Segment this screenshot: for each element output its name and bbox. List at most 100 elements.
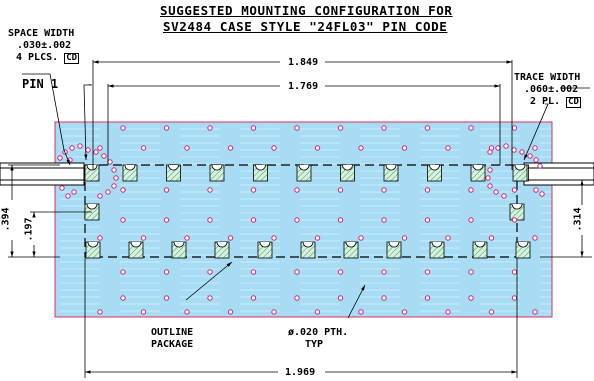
pad-cutout bbox=[255, 164, 266, 171]
via-hole bbox=[294, 187, 300, 193]
via-hole bbox=[207, 125, 213, 131]
pad-cutout bbox=[87, 241, 99, 248]
via-hole bbox=[337, 187, 344, 193]
via-hole bbox=[250, 217, 257, 223]
via-hole bbox=[337, 125, 344, 131]
pad-cutout bbox=[385, 164, 397, 171]
via-hole bbox=[163, 295, 170, 301]
trace-width-title: TRACE WIDTH bbox=[514, 72, 581, 83]
outline-label-line-1: OUTLINE bbox=[151, 327, 194, 338]
trace-left bbox=[0, 162, 85, 186]
trace-width-count: 2 PL. CD bbox=[530, 96, 581, 108]
via-hole bbox=[424, 269, 431, 275]
via-hole bbox=[445, 309, 451, 315]
via-hole bbox=[337, 217, 344, 223]
pad-cutout bbox=[474, 241, 486, 248]
dimension-pin-span: 1.769 bbox=[288, 81, 319, 92]
pad-cutout bbox=[259, 241, 271, 248]
via-hole bbox=[337, 295, 344, 301]
outline-label-line-2: PACKAGE bbox=[151, 339, 194, 350]
via-hole bbox=[532, 235, 538, 241]
via-hole bbox=[539, 191, 545, 197]
via-hole bbox=[97, 145, 103, 151]
dimension-height-right: .314 bbox=[572, 207, 584, 232]
via-hole bbox=[487, 167, 493, 173]
via-hole bbox=[207, 187, 213, 193]
via-hole bbox=[227, 145, 234, 151]
via-hole bbox=[207, 269, 213, 275]
dimension-height-left-outer: .394 bbox=[0, 207, 12, 232]
via-hole bbox=[445, 235, 451, 241]
via-hole bbox=[120, 269, 126, 275]
trace-width-value: .060±.002 bbox=[524, 84, 579, 95]
via-hole bbox=[337, 269, 344, 275]
vias-layer bbox=[57, 125, 545, 315]
via-hole bbox=[271, 309, 277, 315]
via-hole bbox=[401, 309, 408, 315]
via-hole bbox=[381, 269, 387, 275]
via-hole bbox=[184, 235, 190, 241]
via-hole bbox=[381, 187, 387, 193]
dimension-overall-bottom: 1.969 bbox=[285, 367, 316, 378]
via-hole bbox=[294, 295, 300, 301]
via-hole bbox=[59, 185, 65, 191]
via-hole bbox=[101, 153, 107, 159]
via-hole bbox=[424, 125, 431, 131]
via-hole bbox=[424, 217, 431, 223]
pad-cutout bbox=[388, 241, 400, 248]
via-hole bbox=[511, 147, 517, 153]
via-hole bbox=[468, 295, 474, 301]
via-hole bbox=[511, 125, 518, 131]
via-hole bbox=[381, 217, 387, 223]
space-width-value: .030±.002 bbox=[17, 40, 72, 51]
via-hole bbox=[533, 187, 539, 193]
via-hole bbox=[533, 157, 539, 163]
via-hole bbox=[294, 269, 300, 275]
space-width-count-text: 4 PLCS. bbox=[16, 52, 59, 63]
pcb-board bbox=[54, 121, 553, 318]
via-hole bbox=[97, 193, 103, 199]
pad-cutout bbox=[211, 164, 223, 171]
via-hole bbox=[111, 183, 117, 189]
dimension-overall-top: 1.849 bbox=[288, 57, 319, 68]
dimension-height-left-inner: .197 bbox=[23, 217, 35, 242]
pth-label-line-2: TYP bbox=[305, 339, 324, 350]
via-hole bbox=[93, 149, 99, 155]
via-hole bbox=[250, 187, 257, 193]
via-hole bbox=[271, 145, 277, 151]
via-hole bbox=[532, 145, 538, 151]
via-hole bbox=[85, 147, 91, 153]
pad-cutout bbox=[298, 164, 310, 171]
via-hole bbox=[485, 175, 491, 181]
pad-cutout bbox=[472, 164, 484, 171]
via-hole bbox=[314, 309, 321, 315]
pad-cutout bbox=[86, 203, 98, 210]
via-hole bbox=[381, 295, 387, 301]
via-hole bbox=[111, 167, 117, 173]
via-hole bbox=[140, 235, 147, 241]
via-hole bbox=[424, 187, 431, 193]
space-width-count: 4 PLCS. CD bbox=[16, 52, 80, 64]
via-hole bbox=[250, 269, 257, 275]
via-hole bbox=[358, 235, 364, 241]
pth-label-line-1: ø.020 PTH. bbox=[288, 327, 349, 338]
pad-cutout bbox=[342, 164, 353, 171]
via-hole bbox=[140, 309, 147, 315]
via-hole bbox=[140, 145, 147, 151]
pad-cutout bbox=[345, 241, 357, 248]
trace-width-count-text: 2 PL. bbox=[530, 96, 561, 107]
via-hole bbox=[65, 193, 71, 199]
via-hole bbox=[468, 269, 474, 275]
via-hole bbox=[519, 149, 525, 155]
trace-width-tag: CD bbox=[566, 97, 581, 108]
via-hole bbox=[511, 295, 518, 301]
via-hole bbox=[57, 155, 63, 161]
via-hole bbox=[71, 189, 77, 195]
via-hole bbox=[532, 309, 538, 315]
via-hole bbox=[120, 125, 126, 131]
title-line-1: SUGGESTED MOUNTING CONFIGURATION FOR bbox=[160, 3, 453, 18]
via-hole bbox=[184, 145, 190, 151]
pad-cutout bbox=[173, 241, 185, 248]
via-hole bbox=[511, 217, 518, 223]
